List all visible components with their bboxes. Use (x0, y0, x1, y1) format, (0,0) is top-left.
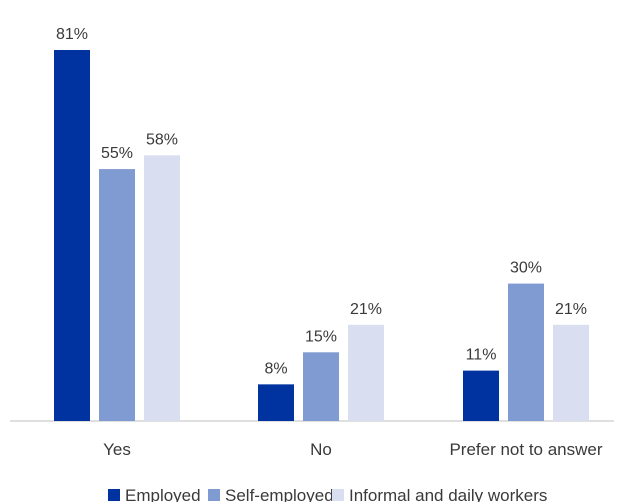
data-label-prefer-not-to-answer-self-employed: 30% (510, 260, 542, 277)
legend: Employed Self-employed Informal and daily … (108, 486, 547, 502)
legend-swatch-informal-and-daily-workers (332, 489, 344, 501)
bar-yes-employed (54, 50, 90, 421)
data-labels-layer: 81% 55% 58% 8% 15% 21% 11% 30% 21% (56, 26, 587, 377)
bar-no-employed (258, 384, 294, 421)
bar-prefer-not-to-answer-informal-and-daily-workers (553, 324, 589, 421)
data-label-yes-self-employed: 55% (101, 145, 133, 162)
legend-swatch-employed (108, 489, 120, 501)
data-label-no-employed: 8% (264, 360, 287, 377)
data-label-yes-informal-and-daily-workers: 58% (146, 131, 178, 148)
data-label-prefer-not-to-answer-informal-and-daily-workers: 21% (555, 301, 587, 318)
bar-no-informal-and-daily-workers (348, 324, 384, 421)
category-label-yes: Yes (103, 440, 131, 459)
legend-label-employed: Employed (125, 486, 201, 502)
bars-layer (54, 50, 589, 421)
category-label-prefer-not-to-answer: Prefer not to answer (449, 440, 602, 459)
bar-no-self-employed (303, 352, 339, 421)
bar-prefer-not-to-answer-employed (463, 370, 499, 421)
category-labels-layer: Yes No Prefer not to answer (103, 440, 603, 459)
data-label-yes-employed: 81% (56, 26, 88, 43)
legend-item-self-employed: Self-employed (208, 486, 334, 502)
legend-label-informal-and-daily-workers: Informal and daily workers (349, 486, 547, 502)
legend-swatch-self-employed (208, 489, 220, 501)
bar-prefer-not-to-answer-self-employed (508, 283, 544, 421)
legend-item-informal-and-daily-workers: Informal and daily workers (332, 486, 547, 502)
data-label-no-informal-and-daily-workers: 21% (350, 301, 382, 318)
bar-yes-informal-and-daily-workers (144, 155, 180, 421)
data-label-prefer-not-to-answer-employed: 11% (466, 347, 497, 364)
legend-label-self-employed: Self-employed (225, 486, 334, 502)
data-label-no-self-employed: 15% (305, 328, 337, 345)
legend-item-employed: Employed (108, 486, 201, 502)
category-label-no: No (310, 440, 332, 459)
bar-yes-self-employed (99, 169, 135, 421)
